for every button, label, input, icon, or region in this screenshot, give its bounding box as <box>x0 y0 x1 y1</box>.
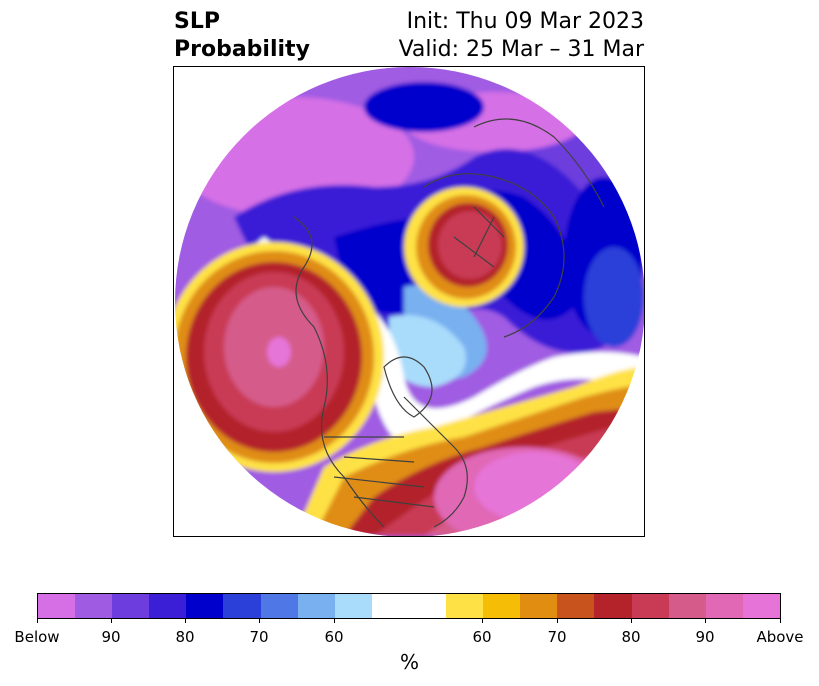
colorbar-tick <box>780 618 781 623</box>
colorbar-below-band-2 <box>75 594 113 618</box>
title-variable: SLP <box>174 9 220 34</box>
colorbar-above-band-9 <box>742 594 780 618</box>
colorbar-below-band-4 <box>149 594 187 618</box>
colorbar-tick-label: 70 <box>547 628 567 646</box>
colorbar-tick <box>111 618 112 623</box>
colorbar-below-band-1 <box>38 594 76 618</box>
colorbar-neutral-band <box>371 594 447 618</box>
colorbar-above-band-6 <box>631 594 669 618</box>
colorbar-tick <box>482 618 483 623</box>
colorbar-tick-label: 80 <box>621 628 641 646</box>
colorbar-below-band-7 <box>260 594 298 618</box>
colorbar-above-band-7 <box>668 594 706 618</box>
colorbar-tick-label: Above <box>756 628 804 646</box>
colorbar-tick <box>37 618 38 623</box>
coastlines <box>293 118 605 528</box>
polar-map <box>173 66 645 537</box>
colorbar-unit-label: % <box>399 650 419 674</box>
colorbar-tick-label: Below <box>14 628 60 646</box>
colorbar-below-band-6 <box>223 594 261 618</box>
colorbar-tick <box>185 618 186 623</box>
colorbar-tick-label: 80 <box>175 628 195 646</box>
field-below-60-n <box>364 82 484 132</box>
colorbar-tick-label: 60 <box>324 628 344 646</box>
colorbar-tick-label: 90 <box>101 628 121 646</box>
title-valid-range: Valid: 25 Mar – 31 Mar <box>398 37 644 62</box>
colorbar-tick-labels: Below 90 80 70 60 60 70 80 90 Above <box>0 628 819 648</box>
colorbar-tick <box>557 618 558 623</box>
colorbar-tick <box>334 618 335 623</box>
colorbar-below-band-9 <box>334 594 372 618</box>
colorbar-above-band-1 <box>446 594 484 618</box>
coast-north-america-east <box>403 396 468 528</box>
coast-siberia <box>473 118 605 208</box>
colorbar-tick-label: 70 <box>249 628 269 646</box>
colorbar-tick <box>631 618 632 623</box>
field-above-max-west <box>267 337 291 367</box>
chart-title-left: SLP Probability <box>174 8 310 64</box>
greenland-grid <box>453 206 505 268</box>
colorbar <box>37 593 781 619</box>
colorbar-above-band-8 <box>705 594 743 618</box>
colorbar-above-band-2 <box>483 594 521 618</box>
colorbar-tick <box>259 618 260 623</box>
title-init-date: Init: Thu 09 Mar 2023 <box>406 9 644 34</box>
coast-north-america-west <box>293 216 385 528</box>
colorbar-tick-label: 60 <box>472 628 492 646</box>
colorbar-below-band-3 <box>112 594 150 618</box>
colorbar-above-band-3 <box>520 594 558 618</box>
probability-map-svg <box>175 67 644 536</box>
coast-hudson-bay <box>383 356 433 418</box>
colorbar-tick <box>705 618 706 623</box>
colorbar-ticks <box>0 618 819 624</box>
field-above-85-arctic <box>438 211 502 279</box>
colorbar-below-band-8 <box>297 594 335 618</box>
field-below-55-e <box>584 247 644 347</box>
chart-title-right: Init: Thu 09 Mar 2023 Valid: 25 Mar – 31… <box>399 8 644 64</box>
coast-eurasia <box>423 173 565 338</box>
field-below-30 <box>389 315 466 387</box>
title-product: Probability <box>174 37 310 62</box>
field-above-max-south <box>474 452 594 522</box>
colorbar-below-band-5 <box>186 594 224 618</box>
state-borders <box>324 436 435 508</box>
colorbar-above-band-5 <box>594 594 632 618</box>
colorbar-above-band-4 <box>557 594 595 618</box>
colorbar-tick-label: 90 <box>695 628 715 646</box>
